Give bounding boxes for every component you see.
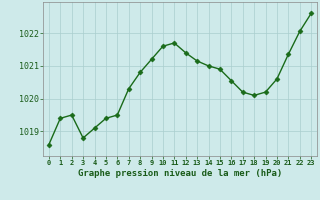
X-axis label: Graphe pression niveau de la mer (hPa): Graphe pression niveau de la mer (hPa)	[78, 169, 282, 178]
